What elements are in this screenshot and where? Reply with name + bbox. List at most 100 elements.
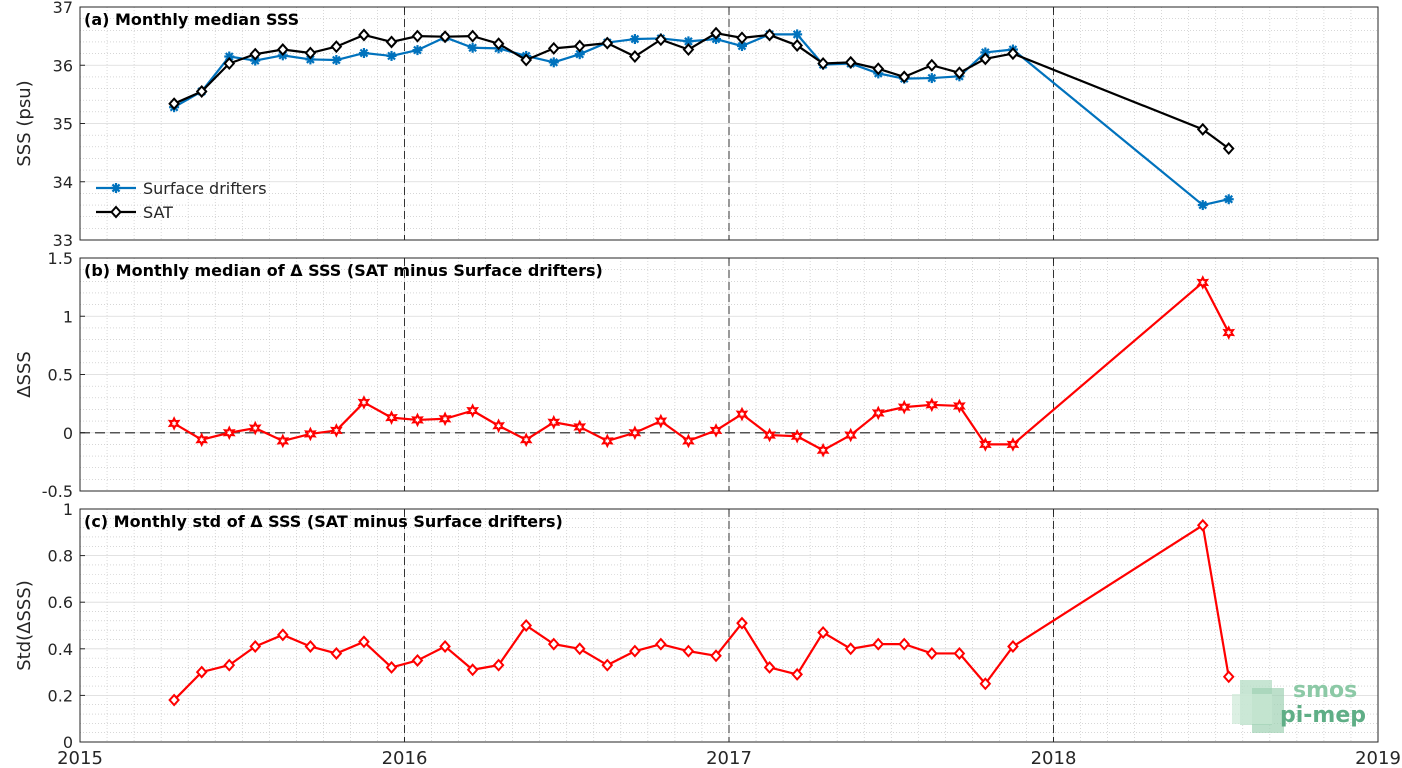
y-tick-label: 1.5 <box>48 249 73 268</box>
data-point <box>953 398 966 414</box>
data-point <box>223 57 236 70</box>
data-point <box>276 628 289 642</box>
data-point <box>629 34 640 45</box>
y-tick-label: 0.5 <box>48 366 73 385</box>
data-point <box>276 43 289 57</box>
data-point <box>925 58 938 72</box>
data-point-stroke <box>737 41 747 51</box>
data-point <box>1007 47 1019 61</box>
data-point <box>601 658 614 672</box>
data-point <box>357 395 371 410</box>
data-point <box>466 403 480 418</box>
data-point <box>1222 142 1235 156</box>
data-point <box>573 39 586 53</box>
data-point <box>222 425 236 441</box>
y-axis-label: Std(ΔSSS) <box>14 580 35 671</box>
data-point <box>411 412 424 428</box>
data-point <box>925 397 939 413</box>
data-point <box>548 57 559 68</box>
data-point-stroke <box>1224 194 1234 204</box>
data-point <box>304 46 317 60</box>
data-point <box>547 414 561 430</box>
y-axis-label: SSS (psu) <box>14 80 35 166</box>
series-line <box>173 33 1229 207</box>
data-point <box>792 29 803 40</box>
data-point <box>1006 437 1020 452</box>
data-point <box>682 433 695 449</box>
data-point <box>736 616 748 630</box>
data-point <box>709 423 723 438</box>
data-point <box>844 55 857 69</box>
data-point <box>249 639 262 653</box>
legend-entry: Surface drifters <box>143 179 267 198</box>
data-point <box>358 48 369 59</box>
data-point-stroke <box>792 30 802 39</box>
data-point <box>224 51 235 62</box>
data-point <box>872 637 885 651</box>
data-point <box>629 644 641 658</box>
data-point <box>519 432 533 448</box>
data-point <box>1196 518 1209 532</box>
panel-c: 0 0.2 0.4 0.6 0.8 1 Std(ΔSSS) (c) Monthly std o… <box>14 500 1379 752</box>
data-point <box>655 33 667 47</box>
data-point <box>925 646 938 660</box>
data-point <box>573 642 586 656</box>
data-point-stroke <box>575 49 585 59</box>
data-point-stroke <box>359 48 369 58</box>
data-point <box>110 205 122 219</box>
data-point <box>195 665 208 679</box>
data-point <box>1222 325 1236 340</box>
x-tick-label: 2016 <box>382 748 428 768</box>
data-point <box>573 419 587 435</box>
data-point <box>168 97 180 111</box>
data-point <box>682 644 695 658</box>
data-point <box>223 658 236 672</box>
smos-pimep-logo: smos pi-mep <box>1232 678 1366 733</box>
y-axis-label: ΔSSS <box>14 351 35 398</box>
data-point <box>439 639 451 653</box>
data-point <box>330 646 343 660</box>
data-point <box>329 423 343 438</box>
data-point <box>385 35 398 49</box>
data-point <box>1223 194 1234 205</box>
data-point <box>304 639 317 653</box>
data-point <box>195 84 208 98</box>
data-point <box>304 426 317 442</box>
data-point <box>168 693 180 707</box>
x-axis: 2015 2016 2017 2018 2019 <box>57 748 1401 768</box>
data-point <box>979 677 992 691</box>
data-point <box>953 66 966 80</box>
x-tick-label: 2017 <box>706 748 752 768</box>
y-tick-label: 0 <box>63 733 73 752</box>
data-point <box>467 42 478 53</box>
series-line <box>173 32 1230 150</box>
x-tick-label: 2015 <box>57 748 103 768</box>
data-point <box>600 433 614 449</box>
data-point-stroke <box>224 52 234 61</box>
y-tick-label: 0.4 <box>48 640 73 659</box>
data-point <box>710 649 722 663</box>
data-point <box>629 50 641 64</box>
y-tick-label: 33 <box>53 231 73 250</box>
panel-title: (c) Monthly std of Δ SSS (SAT minus Surf… <box>84 512 563 531</box>
data-point-stroke <box>1198 200 1208 210</box>
panel-a: 33 34 35 36 37 SSS (psu) (a) Monthly median SS… <box>14 0 1379 250</box>
data-point <box>385 410 398 425</box>
data-point <box>655 637 667 651</box>
data-point <box>1222 670 1235 684</box>
data-point <box>791 38 803 52</box>
data-point-stroke <box>387 51 396 61</box>
data-point <box>791 667 803 681</box>
data-point <box>195 432 209 448</box>
data-point-stroke <box>468 43 477 53</box>
data-point-stroke <box>413 45 422 55</box>
data-point <box>654 413 668 429</box>
data-point <box>492 658 505 672</box>
legend: Surface drifters SAT <box>96 179 267 222</box>
series-line <box>173 524 1230 701</box>
y-tick-label: 1 <box>63 307 73 326</box>
data-point <box>735 406 749 422</box>
panel-b: -0.5 0 0.5 1 1.5 ΔSSS (b) Monthly median of Δ … <box>14 249 1379 501</box>
data-point <box>276 433 290 449</box>
